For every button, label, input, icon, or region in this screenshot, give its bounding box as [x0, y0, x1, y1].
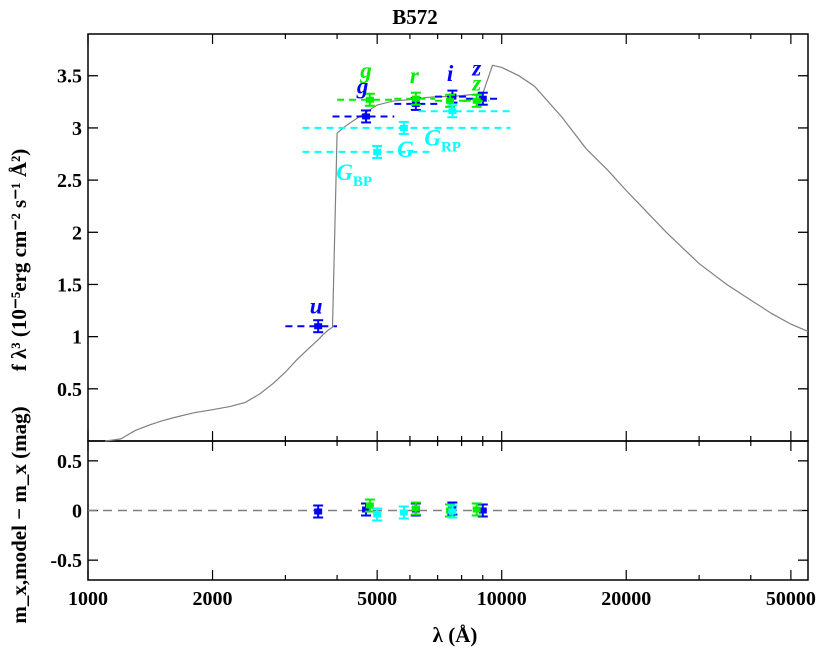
band-label-r: r — [410, 63, 420, 88]
x-axis-label: λ (Å) — [433, 623, 478, 647]
residual-point — [472, 506, 481, 513]
y-tick-label-top: 2.5 — [57, 170, 82, 192]
x-tick-label: 20000 — [601, 588, 651, 610]
model-spectrum — [105, 64, 809, 442]
band-label-GBP: GBP — [336, 160, 372, 190]
residual-point — [411, 505, 420, 512]
data-point-G_BP — [373, 148, 382, 155]
data-point-u — [314, 323, 323, 330]
x-tick-label: 5000 — [357, 588, 397, 610]
y-tick-label-top: 3.5 — [57, 66, 82, 88]
residual-point — [314, 508, 323, 515]
x-tick-label: 1000 — [68, 588, 108, 610]
data-point-g — [365, 96, 374, 103]
residual-point — [362, 506, 371, 513]
x-tick-label: 2000 — [193, 588, 233, 610]
y-tick-label-top: 2 — [72, 222, 82, 244]
residual-point — [373, 511, 382, 518]
residual-point — [399, 509, 408, 516]
data-point-r — [411, 95, 420, 102]
band-label-G: G — [397, 137, 414, 162]
y-tick-label-bottom: 0.5 — [57, 451, 82, 473]
data-point-z — [478, 95, 487, 102]
residual-point — [448, 508, 457, 515]
band-label-g: g — [356, 73, 369, 98]
chart-title: B572 — [392, 5, 438, 29]
band-label-g: g — [359, 58, 372, 83]
residual-point — [365, 502, 374, 509]
data-point-z — [472, 97, 481, 104]
y-tick-label-bottom: 0 — [72, 501, 82, 523]
band-label-u: u — [310, 294, 323, 319]
y-tick-label-top: 1 — [72, 327, 82, 349]
y-tick-label-top: 0.5 — [57, 379, 82, 401]
residual-point — [478, 507, 487, 514]
data-point-G — [399, 124, 408, 131]
data-point-i — [448, 93, 457, 100]
y-tick-label-top: 3 — [72, 118, 82, 140]
data-point-g — [362, 113, 371, 120]
y-tick-label-bottom: -0.5 — [50, 550, 82, 572]
data-point-G_RP — [448, 108, 457, 115]
y-axis-label-top: f λ³ (10⁻⁵erg cm⁻² s⁻¹ Å²) — [7, 149, 31, 372]
y-axis-label-bottom: m_x,model − m_x (mag) — [7, 406, 31, 623]
x-tick-label: 50000 — [766, 588, 816, 610]
y-tick-label-top: 1.5 — [57, 274, 82, 296]
band-label-z: z — [471, 56, 481, 81]
data-point-i — [446, 97, 455, 104]
x-tick-label: 10000 — [477, 588, 527, 610]
band-label-GRP: GRP — [424, 126, 461, 156]
band-label-z: z — [471, 70, 481, 95]
band-label-i: i — [447, 61, 454, 86]
